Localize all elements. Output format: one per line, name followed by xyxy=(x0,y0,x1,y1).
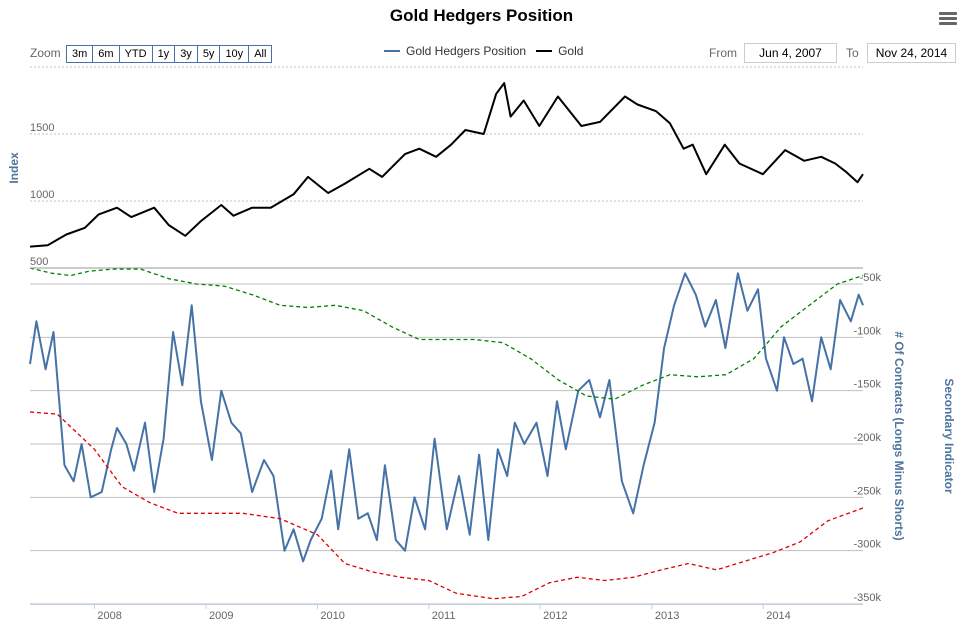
to-label: To xyxy=(846,46,859,60)
zoom-1y-button[interactable]: 1y xyxy=(151,46,175,62)
chart-title: Gold Hedgers Position xyxy=(389,6,574,25)
y-axis-title-contracts: # Of Contracts (Longs Minus Shorts) xyxy=(892,331,906,540)
bottom-y-tick-label: -200k xyxy=(853,432,881,444)
top-y-tick-label: 1000 xyxy=(30,189,54,201)
bottom-y-tick-label: -100k xyxy=(853,325,881,337)
legend-item-gold[interactable]: Gold xyxy=(536,44,583,58)
legend-item-hedgers[interactable]: Gold Hedgers Position xyxy=(384,44,526,58)
x-tick-label: 2008 xyxy=(97,610,121,622)
from-date-input[interactable]: Jun 4, 2007 xyxy=(744,43,837,63)
series-layer xyxy=(29,82,864,600)
bottom-y-tick-label: -50k xyxy=(860,272,882,284)
zoom-all-button[interactable]: All xyxy=(248,46,272,62)
x-tick-label: 2014 xyxy=(766,610,790,622)
bottom-y-tick-label: -250k xyxy=(853,485,881,497)
x-tick-label: 2013 xyxy=(655,610,679,622)
legend-label-hedgers: Gold Hedgers Position xyxy=(406,44,527,58)
legend-label-gold: Gold xyxy=(558,44,584,58)
series-line-3 xyxy=(29,411,864,600)
bottom-y-tick-label: -150k xyxy=(853,379,881,391)
zoom-3y-button[interactable]: 3y xyxy=(174,46,197,62)
legend-line-hedgers xyxy=(384,50,400,52)
zoom-10y-button[interactable]: 10y xyxy=(219,46,249,62)
axes-layer: 500 1000 1500 -50k -100k -150k -200k -250k -300k… xyxy=(30,122,881,622)
top-y-tick-label: 500 xyxy=(30,256,48,268)
to-date-input[interactable]: Nov 24, 2014 xyxy=(867,43,956,63)
y-axis-title-secondary: Secondary Indicator xyxy=(942,378,956,494)
y-axis-title-index: Index xyxy=(7,152,21,184)
zoom-6m-button[interactable]: 6m xyxy=(92,46,119,62)
x-tick-label: 2011 xyxy=(432,610,456,622)
bottom-y-tick-label: -350k xyxy=(853,592,881,604)
hamburger-menu-icon[interactable] xyxy=(939,12,957,26)
zoom-label: Zoom xyxy=(30,46,61,60)
zoom-5y-button[interactable]: 5y xyxy=(196,46,220,62)
top-y-tick-label: 1500 xyxy=(30,122,54,134)
x-tick-label: 2010 xyxy=(320,610,344,622)
x-tick-label: 2009 xyxy=(209,610,233,622)
zoom-3m-button[interactable]: 3m xyxy=(67,46,93,62)
series-line-0 xyxy=(29,82,864,248)
from-label: From xyxy=(709,46,737,60)
zoom-ytd-button[interactable]: YTD xyxy=(118,46,152,62)
series-line-2 xyxy=(29,267,864,400)
legend-line-gold xyxy=(536,50,553,52)
chart-legend: Gold Hedgers Position Gold xyxy=(384,44,593,58)
bottom-y-tick-label: -300k xyxy=(853,539,881,551)
zoom-buttons: 3m 6m YTD 1y 3y 5y 10y All xyxy=(66,45,273,63)
series-line-1 xyxy=(29,272,864,563)
x-tick-label: 2012 xyxy=(543,610,567,622)
